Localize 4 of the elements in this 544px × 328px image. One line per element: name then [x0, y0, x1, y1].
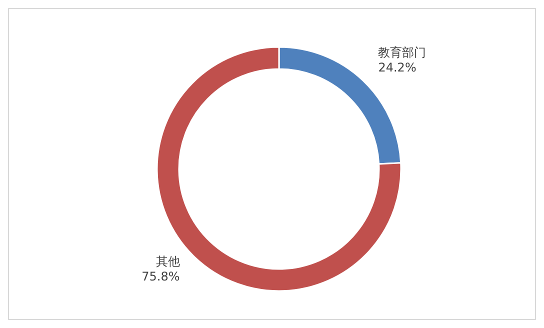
- data-label: 75.8%: [142, 269, 180, 284]
- slice-label: 其他: [156, 254, 180, 268]
- slice-label: 教育部门: [378, 46, 426, 60]
- data-label: 24.2%: [378, 60, 416, 75]
